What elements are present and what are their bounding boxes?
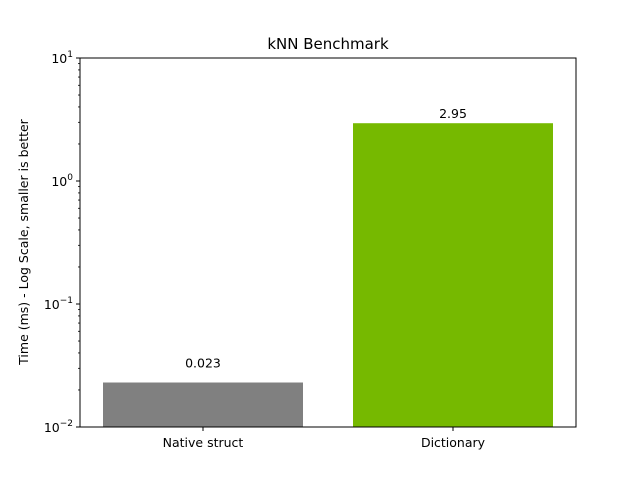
bar-2 [353, 123, 553, 428]
plot-frame [79, 57, 577, 428]
data-label: 2.95 [439, 106, 467, 121]
x-tick-label: Dictionary [421, 435, 486, 450]
y-tick-label: 100 [51, 173, 73, 189]
y-tick-label: 101 [51, 50, 73, 66]
chart-title: kNN Benchmark [267, 35, 389, 53]
bar-1 [103, 382, 303, 427]
y-tick-label: 10−2 [44, 419, 73, 435]
data-label: 0.023 [185, 356, 221, 371]
x-tick-label: Native struct [163, 435, 244, 450]
y-tick-label: 10−1 [44, 296, 73, 312]
y-axis-label: Time (ms) - Log Scale, smaller is better [16, 118, 31, 366]
